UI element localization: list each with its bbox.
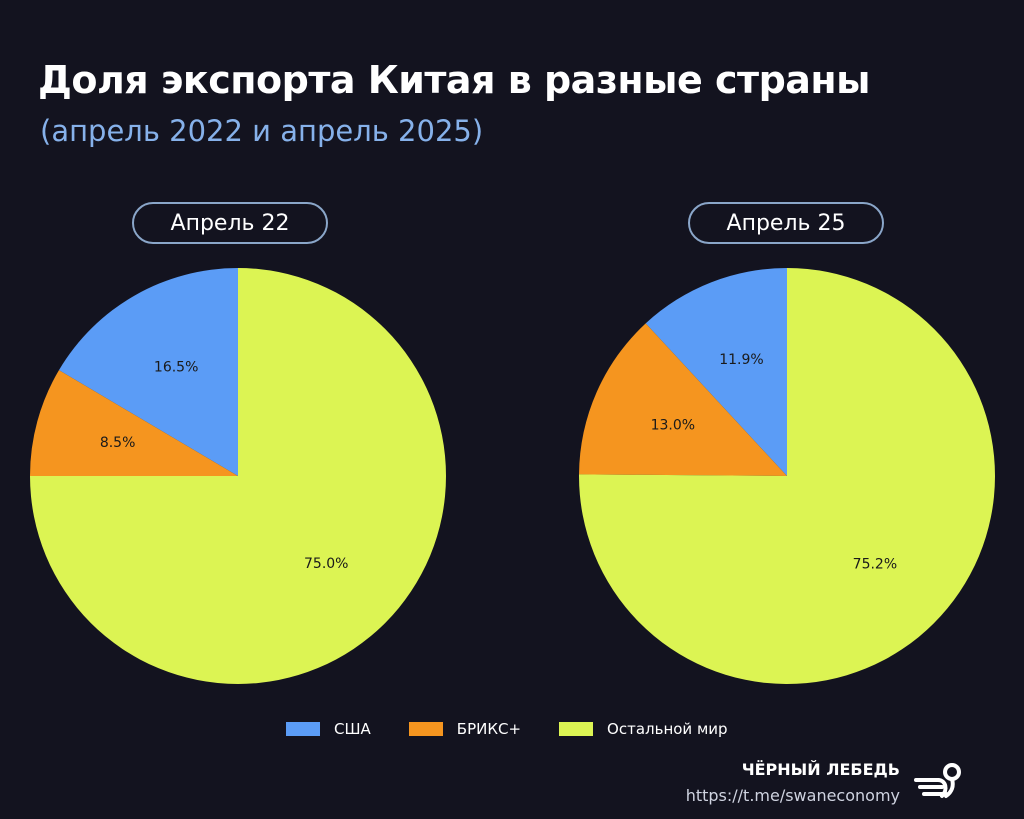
- pie-label-brics-april-25: 13.0%: [651, 418, 695, 434]
- legend: США БРИКС+ Остальной мир: [286, 720, 766, 738]
- legend-swatch-rest: [559, 722, 594, 736]
- pie-title-april-25: Апрель 25: [688, 202, 884, 244]
- pie-slice-usa-april-22: [58, 268, 238, 476]
- legend-item-rest: Остальной мир: [559, 720, 728, 738]
- legend-item-brics: БРИКС+: [408, 720, 522, 738]
- legend-label-usa: США: [334, 720, 371, 738]
- pie-chart-april-25: 11.9% 13.0% 75.2%: [579, 268, 995, 684]
- legend-label-rest: Остальной мир: [607, 720, 728, 738]
- pie-label-rest-april-25: 75.2%: [853, 557, 897, 573]
- pie-slice-brics-april-25: [579, 323, 787, 476]
- chart-title: Доля экспорта Китая в разные страны: [38, 58, 871, 102]
- legend-label-brics: БРИКС+: [456, 720, 522, 738]
- legend-swatch-brics: [408, 722, 443, 736]
- pie-chart-april-22: 16.5% 8.5% 75.0%: [30, 268, 446, 684]
- legend-item-usa: США: [286, 720, 371, 738]
- pie-slice-rest-april-22: [30, 268, 446, 684]
- pie-label-usa-april-25: 11.9%: [719, 352, 763, 368]
- pie-slice-usa-april-25: [645, 268, 787, 476]
- pie-label-brics-april-22: 8.5%: [100, 435, 136, 451]
- brand-name: ЧЁРНЫЙ ЛЕБЕДЬ: [741, 760, 900, 779]
- pie-title-april-22: Апрель 22: [132, 202, 328, 244]
- pie-slice-rest-april-25: [579, 268, 995, 684]
- pie-label-usa-april-22: 16.5%: [154, 360, 198, 376]
- legend-swatch-usa: [286, 722, 320, 736]
- brand-url-link[interactable]: https://t.me/swaneconomy: [685, 786, 900, 805]
- chart-subtitle: (апрель 2022 и апрель 2025): [40, 114, 484, 148]
- pie-slice-brics-april-22: [30, 370, 238, 476]
- swan-logo-icon: [914, 763, 961, 798]
- pie-label-rest-april-22: 75.0%: [304, 556, 348, 572]
